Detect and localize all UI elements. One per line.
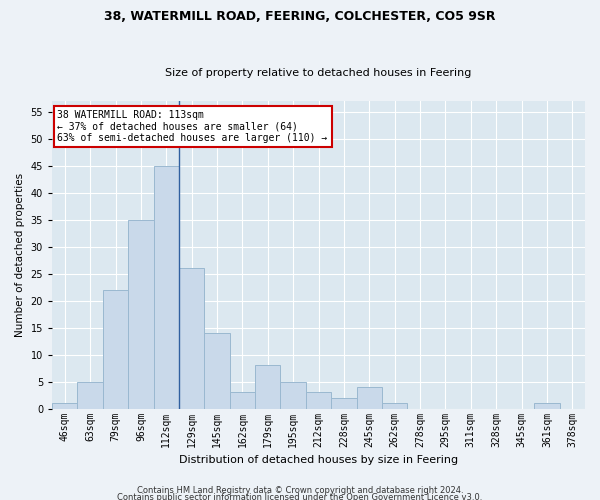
Bar [52, 403, 77, 408]
Bar [356, 387, 382, 408]
Text: 38, WATERMILL ROAD, FEERING, COLCHESTER, CO5 9SR: 38, WATERMILL ROAD, FEERING, COLCHESTER,… [104, 10, 496, 23]
Text: Contains HM Land Registry data © Crown copyright and database right 2024.: Contains HM Land Registry data © Crown c… [137, 486, 463, 495]
Bar [103, 290, 128, 408]
Bar [331, 398, 356, 408]
Bar [230, 392, 255, 408]
X-axis label: Distribution of detached houses by size in Feering: Distribution of detached houses by size … [179, 455, 458, 465]
Bar [382, 403, 407, 408]
Bar [154, 166, 179, 408]
Bar [280, 382, 306, 408]
Title: Size of property relative to detached houses in Feering: Size of property relative to detached ho… [166, 68, 472, 78]
Bar [205, 333, 230, 408]
Bar [534, 403, 560, 408]
Bar [128, 220, 154, 408]
Bar [306, 392, 331, 408]
Bar [255, 366, 280, 408]
Y-axis label: Number of detached properties: Number of detached properties [15, 173, 25, 337]
Bar [77, 382, 103, 408]
Bar [179, 268, 205, 408]
Text: 38 WATERMILL ROAD: 113sqm
← 37% of detached houses are smaller (64)
63% of semi-: 38 WATERMILL ROAD: 113sqm ← 37% of detac… [58, 110, 328, 144]
Text: Contains public sector information licensed under the Open Government Licence v3: Contains public sector information licen… [118, 494, 482, 500]
